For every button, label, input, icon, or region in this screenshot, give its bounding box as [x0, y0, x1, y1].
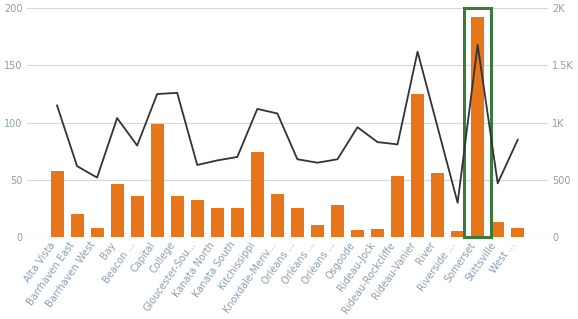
Bar	[271, 194, 284, 237]
Bar	[91, 228, 103, 237]
Bar	[451, 231, 464, 237]
Bar	[171, 196, 184, 237]
Bar	[50, 171, 64, 237]
Bar	[464, 8, 491, 237]
Bar	[211, 209, 224, 237]
Bar	[511, 228, 524, 237]
Bar	[191, 200, 204, 237]
Bar	[391, 176, 404, 237]
Bar	[411, 94, 424, 237]
Bar	[371, 229, 384, 237]
Bar	[151, 124, 164, 237]
Bar	[131, 196, 144, 237]
Bar	[431, 173, 444, 237]
Bar	[231, 209, 244, 237]
Bar	[491, 222, 504, 237]
Bar	[331, 205, 344, 237]
Bar	[471, 17, 484, 237]
Bar	[291, 209, 304, 237]
Bar	[311, 225, 324, 237]
Bar	[110, 184, 124, 237]
Bar	[251, 152, 264, 237]
Bar	[71, 214, 84, 237]
Bar	[351, 230, 364, 237]
